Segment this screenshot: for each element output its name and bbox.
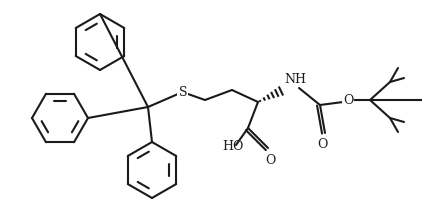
Text: NH: NH (284, 73, 306, 86)
Text: O: O (265, 154, 275, 167)
Text: O: O (343, 94, 353, 107)
Text: HO: HO (222, 141, 243, 153)
Text: S: S (179, 86, 187, 98)
Text: O: O (317, 138, 327, 151)
